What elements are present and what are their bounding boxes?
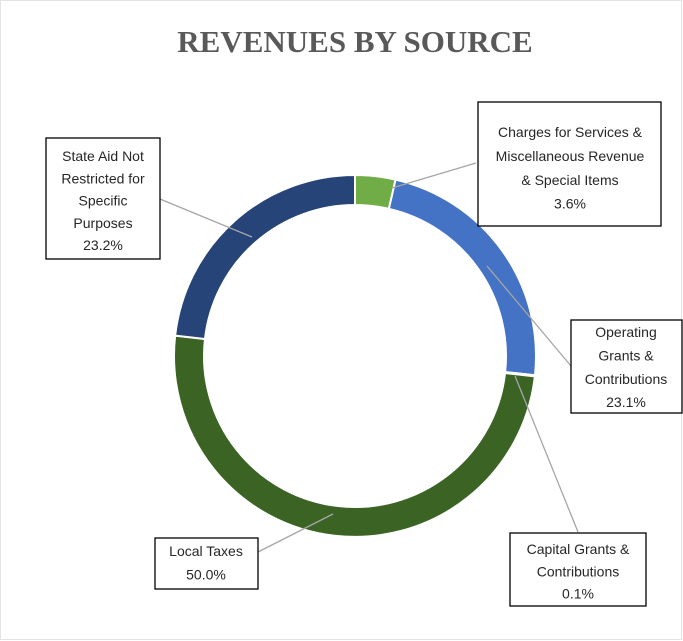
category-label: Local Taxes [169, 543, 243, 559]
slices [173, 173, 537, 538]
category-label: Charges for Services & Miscellaneous Reve… [496, 124, 645, 188]
leader-line [257, 513, 334, 553]
value-label: 23.1% [606, 394, 646, 410]
leader-line [159, 198, 253, 238]
value-label: 3.6% [554, 196, 586, 212]
donut-slice [174, 173, 356, 341]
label-box [477, 101, 662, 227]
category-label: Operating Grants & Contributions [585, 324, 668, 387]
labels: Charges for Services & Miscellaneous Reve… [45, 101, 683, 607]
leader-line [514, 375, 579, 533]
value-label: 50.0% [186, 567, 226, 583]
category-label: Capital Grants & Contributions [527, 541, 630, 580]
category-label: State Aid Not Restricted for Specific Purpo… [61, 148, 145, 231]
value-label: 23.2% [83, 237, 123, 253]
chart-title: REVENUES BY SOURCE [177, 24, 532, 59]
label-box [154, 537, 259, 590]
label-box [570, 319, 683, 414]
leader-line [391, 162, 477, 189]
label-box [45, 137, 161, 260]
value-label: 0.1% [562, 586, 594, 602]
label-box [509, 532, 647, 607]
leader-line [486, 265, 572, 367]
